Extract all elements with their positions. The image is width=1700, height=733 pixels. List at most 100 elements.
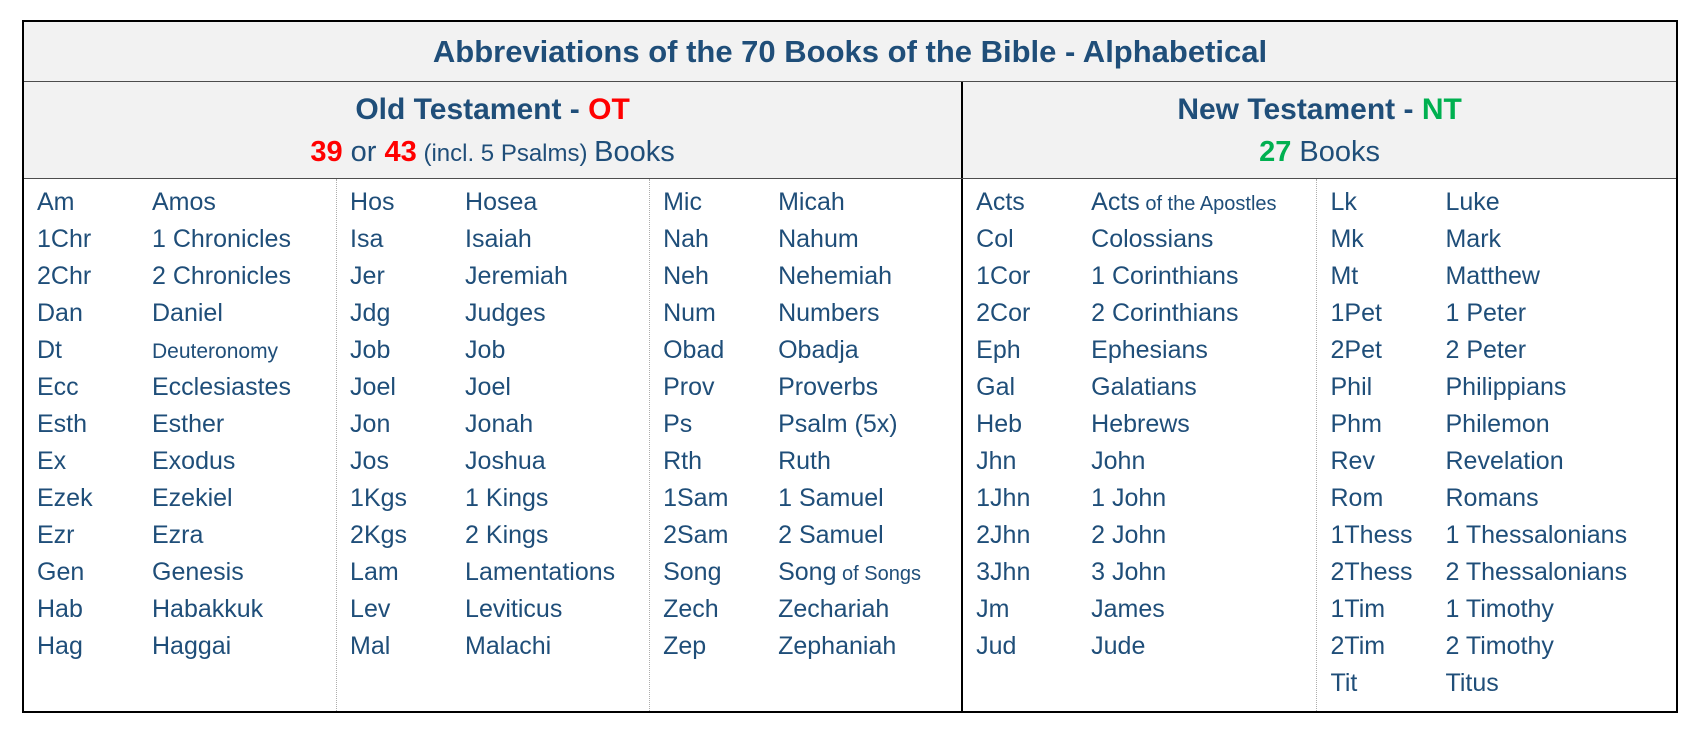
book-name: Jonah (465, 410, 649, 439)
ot-count-43: 43 (384, 136, 417, 168)
book-abbreviation: Jm (976, 595, 1010, 623)
book-name-main: 1 Timothy (1445, 595, 1554, 623)
book-row: Jud Jude (976, 628, 1316, 665)
book-row: Ezr Ezra (37, 517, 336, 554)
book-row: Dt Deuteronomy (37, 332, 336, 369)
book-name: Galatians (1091, 373, 1316, 402)
book-name: John (1091, 447, 1316, 476)
book-name-main: James (1091, 595, 1165, 623)
book-row: Hag Haggai (37, 628, 336, 665)
book-name-main: Malachi (465, 632, 552, 660)
ot-books-text: Books (594, 136, 675, 168)
book-name: Ruth (778, 447, 961, 476)
nt-column-1: Acts Acts of the Apostles Col Colossians 1… (963, 179, 1318, 711)
book-name-main: Ezra (152, 521, 204, 549)
book-row: Neh Nehemiah (663, 258, 961, 295)
book-abbreviation: 1Cor (976, 262, 1031, 290)
book-row: Num Numbers (663, 295, 961, 332)
bible-abbreviations-table: Abbreviations of the 70 Books of the Bib… (22, 20, 1678, 713)
books-grid: Am Amos 1Chr 1 Chronicles 2Chr 2 Chronicles… (24, 179, 1676, 711)
section-headers: Old Testament - OT 39 or 43 (incl. 5 Psa… (24, 82, 1676, 179)
book-name-main: Galatians (1091, 373, 1197, 401)
book-name: 1 Kings (465, 484, 649, 513)
book-row: 1Chr 1 Chronicles (37, 221, 336, 258)
book-row: Gen Genesis (37, 554, 336, 591)
ot-abbr-text: OT (588, 93, 630, 126)
book-abbreviation: Am (37, 188, 75, 216)
book-row: Ezek Ezekiel (37, 480, 336, 517)
book-row: 2Cor 2 Corinthians (976, 295, 1316, 332)
book-row: Isa Isaiah (350, 221, 649, 258)
book-name: James (1091, 595, 1316, 624)
book-name: Amos (152, 188, 336, 217)
book-row: Phm Philemon (1330, 406, 1676, 443)
book-abbreviation: Ezr (37, 521, 75, 549)
book-abbreviation: Lam (350, 558, 399, 586)
book-abbreviation: Dan (37, 299, 83, 327)
ot-column-1: Am Amos 1Chr 1 Chronicles 2Chr 2 Chronicles… (24, 179, 338, 711)
book-row: Mal Malachi (350, 628, 649, 665)
book-name: Genesis (152, 558, 336, 587)
book-name: Judges (465, 299, 649, 328)
book-name-main: Judges (465, 299, 546, 327)
book-row: Rth Ruth (663, 443, 961, 480)
old-testament-header: Old Testament - OT 39 or 43 (incl. 5 Psa… (24, 82, 964, 178)
book-row: Song Song of Songs (663, 554, 961, 591)
book-abbreviation: Heb (976, 410, 1023, 438)
book-name: 2 Timothy (1445, 632, 1676, 661)
book-name-main: Ecclesiastes (152, 373, 291, 401)
book-row: Mk Mark (1330, 221, 1676, 258)
book-name-main: Jude (1091, 632, 1146, 660)
book-abbreviation: Prov (663, 373, 715, 401)
book-name: Jude (1091, 632, 1316, 661)
book-abbreviation: Lev (350, 595, 391, 623)
ot-column-2: Hos Hosea Isa Isaiah Jer Jeremiah Jdg Judges… (337, 179, 651, 711)
book-name: Romans (1445, 484, 1676, 513)
book-name: Haggai (152, 632, 336, 661)
ot-or-text: or (342, 136, 385, 168)
book-abbreviation: Num (663, 299, 716, 327)
book-name-main: Leviticus (465, 595, 563, 623)
book-row: Ecc Ecclesiastes (37, 369, 336, 406)
book-name-main: Revelation (1445, 447, 1564, 475)
book-row: Tit Titus (1330, 665, 1676, 702)
book-abbreviation: Dt (37, 336, 62, 364)
book-name-main: Matthew (1445, 262, 1540, 290)
book-row: Eph Ephesians (976, 332, 1316, 369)
book-name-main: Acts (1091, 188, 1140, 216)
book-row: Col Colossians (976, 221, 1316, 258)
book-name: 1 John (1091, 484, 1316, 513)
book-row: Joel Joel (350, 369, 649, 406)
book-name: Ephesians (1091, 336, 1316, 365)
book-abbreviation: 2Pet (1330, 336, 1382, 364)
book-name: 1 Samuel (778, 484, 961, 513)
book-abbreviation: Song (663, 558, 722, 586)
book-name: Colossians (1091, 225, 1316, 254)
book-row: Jon Jonah (350, 406, 649, 443)
book-row: Lam Lamentations (350, 554, 649, 591)
book-row: Rom Romans (1330, 480, 1676, 517)
book-name: 2 Kings (465, 521, 649, 550)
book-abbreviation: Mal (350, 632, 391, 660)
book-name: Ecclesiastes (152, 373, 336, 402)
book-name: Obadja (778, 336, 961, 365)
book-name-main: Zechariah (778, 595, 890, 623)
book-row: Jer Jeremiah (350, 258, 649, 295)
book-name-main: John (1091, 447, 1146, 475)
book-name-main: Joel (465, 373, 511, 401)
book-name: 1 Chronicles (152, 225, 336, 254)
book-name-main: 3 John (1091, 558, 1167, 586)
book-abbreviation: 1Thess (1330, 521, 1413, 549)
book-abbreviation: Ezek (37, 484, 93, 512)
book-name: Nahum (778, 225, 961, 254)
book-abbreviation: Lk (1330, 188, 1357, 216)
book-row: Acts Acts of the Apostles (976, 184, 1316, 221)
book-abbreviation: Ex (37, 447, 67, 475)
book-abbreviation: 2Kgs (350, 521, 408, 549)
book-abbreviation: Rom (1330, 484, 1384, 512)
book-abbreviation: Jos (350, 447, 389, 475)
book-name-main: Jeremiah (465, 262, 568, 290)
book-name-main: Obadja (778, 336, 859, 364)
book-name: Jeremiah (465, 262, 649, 291)
book-row: Lev Leviticus (350, 591, 649, 628)
